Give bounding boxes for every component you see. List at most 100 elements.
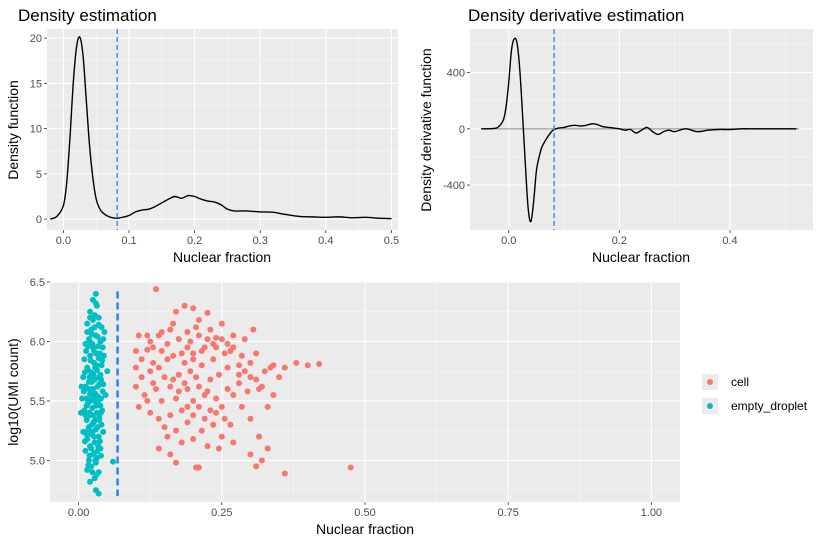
point-cell xyxy=(167,451,173,457)
x-tick-label: 0.25 xyxy=(211,507,232,519)
point-cell xyxy=(184,386,190,392)
scatter-panel: 0.00 0.25 0.50 0.75 1.00 5.05.56.06.5 Nuclea… xyxy=(5,277,680,537)
point-empty-droplet xyxy=(104,368,110,374)
point-empty-droplet xyxy=(100,429,106,435)
point-cell xyxy=(205,443,211,449)
y-tick-label: 5.5 xyxy=(30,396,45,408)
point-cell xyxy=(242,368,248,374)
point-empty-droplet xyxy=(85,462,91,468)
point-cell xyxy=(139,356,145,362)
point-empty-droplet xyxy=(95,398,101,404)
point-empty-droplet xyxy=(89,393,95,399)
point-empty-droplet xyxy=(91,450,97,456)
density-x-label: Nuclear fraction xyxy=(173,249,271,265)
point-cell xyxy=(210,341,216,347)
point-empty-droplet xyxy=(87,479,93,485)
point-empty-droplet xyxy=(93,291,99,297)
point-cell xyxy=(150,344,156,350)
point-empty-droplet xyxy=(89,341,95,347)
point-cell xyxy=(207,327,213,333)
legend-label-cell: cell xyxy=(731,375,749,389)
point-cell xyxy=(193,465,199,471)
point-empty-droplet xyxy=(84,403,90,409)
point-empty-droplet xyxy=(95,443,101,449)
point-empty-droplet xyxy=(83,448,89,454)
point-cell xyxy=(262,368,268,374)
y-tick-label: 10 xyxy=(30,124,42,136)
x-tick-label: 0.4 xyxy=(318,235,333,247)
point-cell xyxy=(159,348,165,354)
point-cell xyxy=(230,440,236,446)
point-empty-droplet xyxy=(100,336,106,342)
y-tick-label: -400 xyxy=(443,180,465,192)
point-cell xyxy=(179,440,185,446)
point-cell xyxy=(227,422,233,428)
scatter-x-label: Nuclear fraction xyxy=(316,521,414,537)
point-cell xyxy=(176,336,182,342)
point-cell xyxy=(205,336,211,342)
point-cell xyxy=(170,353,176,359)
legend-key-cell xyxy=(707,379,713,385)
point-cell xyxy=(265,404,271,410)
point-empty-droplet xyxy=(84,431,90,437)
derivative-panel: Density derivative estimation 0.0 0.2 0.4 … xyxy=(418,6,813,265)
point-cell xyxy=(190,356,196,362)
point-cell xyxy=(256,386,262,392)
point-empty-droplet xyxy=(92,417,98,423)
legend-label-empty-droplet: empty_droplet xyxy=(731,399,808,413)
point-empty-droplet xyxy=(96,315,102,321)
point-cell xyxy=(173,396,179,402)
point-empty-droplet xyxy=(89,331,95,337)
point-cell xyxy=(222,350,228,356)
point-empty-droplet xyxy=(110,459,116,465)
point-cell xyxy=(253,463,259,469)
x-tick-label: 0.50 xyxy=(354,507,375,519)
point-cell xyxy=(190,350,196,356)
x-tick-label: 0.00 xyxy=(68,507,89,519)
x-tick-label: 0.3 xyxy=(253,235,268,247)
point-cell xyxy=(247,451,253,457)
y-tick-label: 20 xyxy=(30,33,42,45)
point-cell xyxy=(205,310,211,316)
point-cell xyxy=(193,374,199,380)
derivative-x-label: Nuclear fraction xyxy=(592,249,690,265)
point-cell xyxy=(230,392,236,398)
point-empty-droplet xyxy=(92,457,98,463)
point-empty-droplet xyxy=(93,472,99,478)
point-cell xyxy=(247,360,253,366)
point-cell xyxy=(187,368,193,374)
density-title: Density estimation xyxy=(18,6,157,25)
point-cell xyxy=(159,329,165,335)
point-empty-droplet xyxy=(88,357,94,363)
point-cell xyxy=(150,380,156,386)
x-tick-label: 0.5 xyxy=(384,235,399,247)
point-cell xyxy=(305,362,311,368)
point-cell xyxy=(190,305,196,311)
point-empty-droplet xyxy=(98,453,104,459)
point-cell xyxy=(236,362,242,368)
y-tick-label: 15 xyxy=(30,78,42,90)
point-cell xyxy=(187,338,193,344)
point-empty-droplet xyxy=(87,374,93,380)
density-y-ticks: 0 5 10 15 20 xyxy=(30,33,47,226)
point-empty-droplet xyxy=(89,429,95,435)
point-cell xyxy=(253,377,259,383)
derivative-y-ticks: -4000400 xyxy=(443,68,470,192)
point-cell xyxy=(207,407,213,413)
point-empty-droplet xyxy=(91,348,97,354)
point-cell xyxy=(170,377,176,383)
point-cell xyxy=(282,365,288,371)
point-cell xyxy=(164,341,170,347)
y-tick-label: 400 xyxy=(447,68,465,80)
legend-key-empty-droplet xyxy=(707,403,713,409)
y-tick-label: 5 xyxy=(36,169,42,181)
point-cell xyxy=(139,374,145,380)
point-cell xyxy=(210,422,216,428)
point-cell xyxy=(196,404,202,410)
x-tick-label: 0.4 xyxy=(722,235,737,247)
point-cell xyxy=(259,457,265,463)
point-empty-droplet xyxy=(81,356,87,362)
x-tick-label: 0.2 xyxy=(612,235,627,247)
point-cell xyxy=(253,350,259,356)
point-cell xyxy=(133,348,139,354)
